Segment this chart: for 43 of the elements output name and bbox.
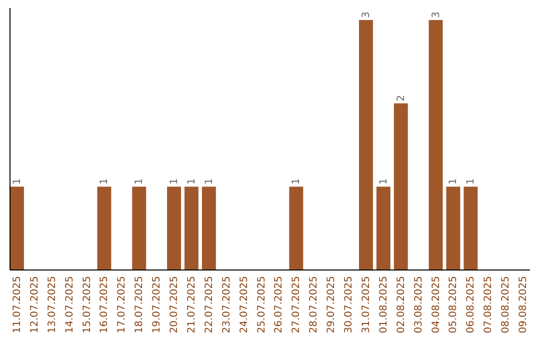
x-tick-label: 28.07.2025 [308,276,320,334]
x-tick-label: 14.07.2025 [64,276,76,334]
x-tick-label: 02.08.2025 [396,276,407,334]
data-label: 1 [448,178,460,185]
x-tick-label: 16.07.2025 [99,276,110,334]
x-tick-label: 03.08.2025 [413,276,424,334]
data-label: 1 [291,178,302,185]
data-label: 3 [360,12,372,18]
x-tick-label: 20.07.2025 [169,276,180,334]
data-label: 1 [12,178,23,185]
data-label: 1 [186,178,198,185]
x-tick-label: 18.07.2025 [134,276,146,334]
x-tick-label: 25.07.2025 [256,276,268,334]
x-tick-label: 01.08.2025 [378,276,390,334]
x-tick-label: 11.07.2025 [12,276,23,334]
data-label: 2 [396,94,407,102]
data-label: 1 [466,178,477,185]
data-label: 1 [134,178,146,185]
x-tick-label: 23.07.2025 [221,276,232,334]
x-tick-label: 08.08.2025 [500,276,512,334]
x-tick-label: 17.07.2025 [116,276,128,334]
x-tick-label: 30.07.2025 [344,276,355,334]
data-label: 1 [169,178,180,185]
x-tick-label: 07.08.2025 [483,276,494,334]
x-tick-label: 12.07.2025 [29,276,40,334]
data-label: 1 [378,178,390,185]
x-tick-label: 06.08.2025 [466,276,477,334]
data-label: 1 [204,178,215,185]
x-tick-label: 05.08.2025 [448,276,460,334]
data-label: 1 [99,178,110,185]
x-tick-label: 26.07.2025 [274,276,285,334]
x-tick-label: 19.07.2025 [152,276,163,334]
data-label: 3 [430,12,442,18]
x-tick-label: 24.07.2025 [238,276,250,334]
x-tick-label: 04.08.2025 [430,276,442,334]
x-tick-label: 13.07.2025 [46,276,58,334]
x-tick-label: 15.07.2025 [82,276,93,334]
x-tick-label: 29.07.2025 [326,276,338,334]
x-tick-label: 21.07.2025 [186,276,198,334]
x-tick-label: 09.08.2025 [518,276,530,334]
x-tick-label: 27.07.2025 [291,276,302,334]
x-tick-label: 22.07.2025 [204,276,215,334]
x-tick-label: 31.07.2025 [360,276,372,334]
